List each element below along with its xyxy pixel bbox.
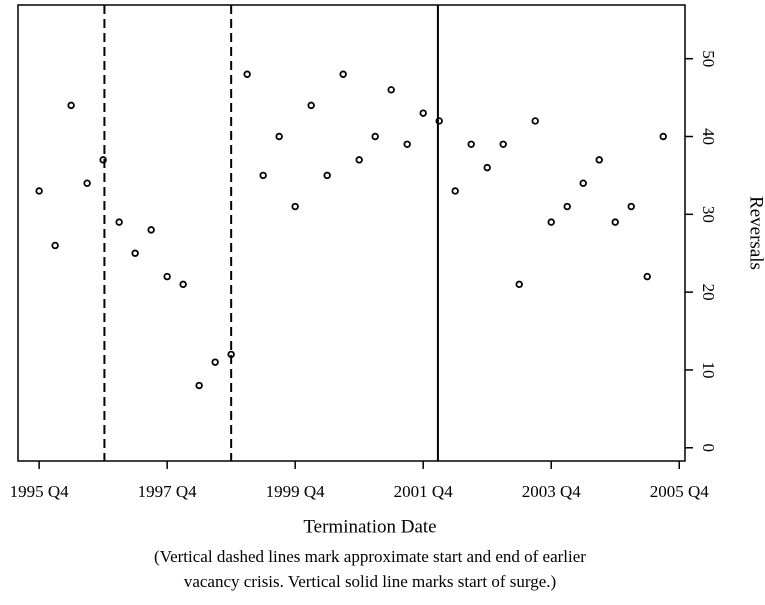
point bbox=[323, 171, 331, 180]
point bbox=[291, 202, 299, 211]
point bbox=[595, 156, 603, 164]
point bbox=[115, 218, 123, 226]
point bbox=[195, 381, 203, 390]
point bbox=[163, 272, 171, 281]
caption-line: (Vertical dashed lines mark approximate … bbox=[154, 547, 586, 566]
point bbox=[515, 280, 523, 289]
point bbox=[419, 109, 427, 117]
y-tick-label: 30 bbox=[699, 206, 718, 223]
point bbox=[211, 358, 219, 366]
point bbox=[451, 187, 459, 195]
point bbox=[67, 101, 75, 110]
point bbox=[339, 70, 347, 78]
x-tick-label: 1999 Q4 bbox=[266, 482, 326, 501]
point bbox=[467, 140, 475, 148]
point bbox=[179, 280, 187, 289]
point bbox=[483, 163, 491, 172]
point bbox=[83, 179, 91, 187]
x-axis-label: Termination Date bbox=[303, 516, 436, 537]
point bbox=[147, 226, 155, 234]
point bbox=[435, 117, 443, 125]
x-tick-label: 2003 Q4 bbox=[522, 482, 582, 501]
point bbox=[387, 86, 395, 94]
y-tick-label: 20 bbox=[699, 284, 718, 301]
point bbox=[243, 70, 251, 78]
point bbox=[259, 171, 267, 180]
y-tick-label: 0 bbox=[699, 444, 718, 453]
point bbox=[563, 202, 571, 211]
point bbox=[227, 350, 235, 359]
x-tick-label: 2001 Q4 bbox=[394, 482, 454, 501]
point bbox=[659, 132, 667, 141]
point bbox=[627, 202, 635, 211]
point bbox=[531, 117, 539, 125]
x-tick-label: 2005 Q4 bbox=[650, 482, 710, 501]
y-tick-label: 50 bbox=[699, 50, 718, 67]
point bbox=[275, 132, 283, 141]
x-tick-label: 1997 Q4 bbox=[138, 482, 198, 501]
y-tick-label: 40 bbox=[699, 128, 718, 145]
point bbox=[51, 241, 59, 250]
point bbox=[131, 249, 139, 257]
y-tick-label: 10 bbox=[699, 361, 718, 378]
point bbox=[499, 140, 507, 148]
x-tick-label: 1995 Q4 bbox=[10, 482, 70, 501]
point bbox=[355, 156, 363, 164]
caption-line: vacancy crisis. Vertical solid line mark… bbox=[184, 572, 556, 591]
plot-frame bbox=[17, 4, 686, 462]
point bbox=[307, 101, 315, 110]
y-axis-label: Reversals bbox=[746, 196, 765, 270]
point bbox=[643, 272, 651, 281]
point bbox=[99, 156, 107, 164]
point bbox=[371, 132, 379, 141]
point bbox=[547, 218, 555, 226]
point bbox=[403, 140, 411, 148]
point bbox=[35, 187, 43, 195]
point bbox=[611, 218, 619, 226]
point bbox=[579, 179, 587, 187]
